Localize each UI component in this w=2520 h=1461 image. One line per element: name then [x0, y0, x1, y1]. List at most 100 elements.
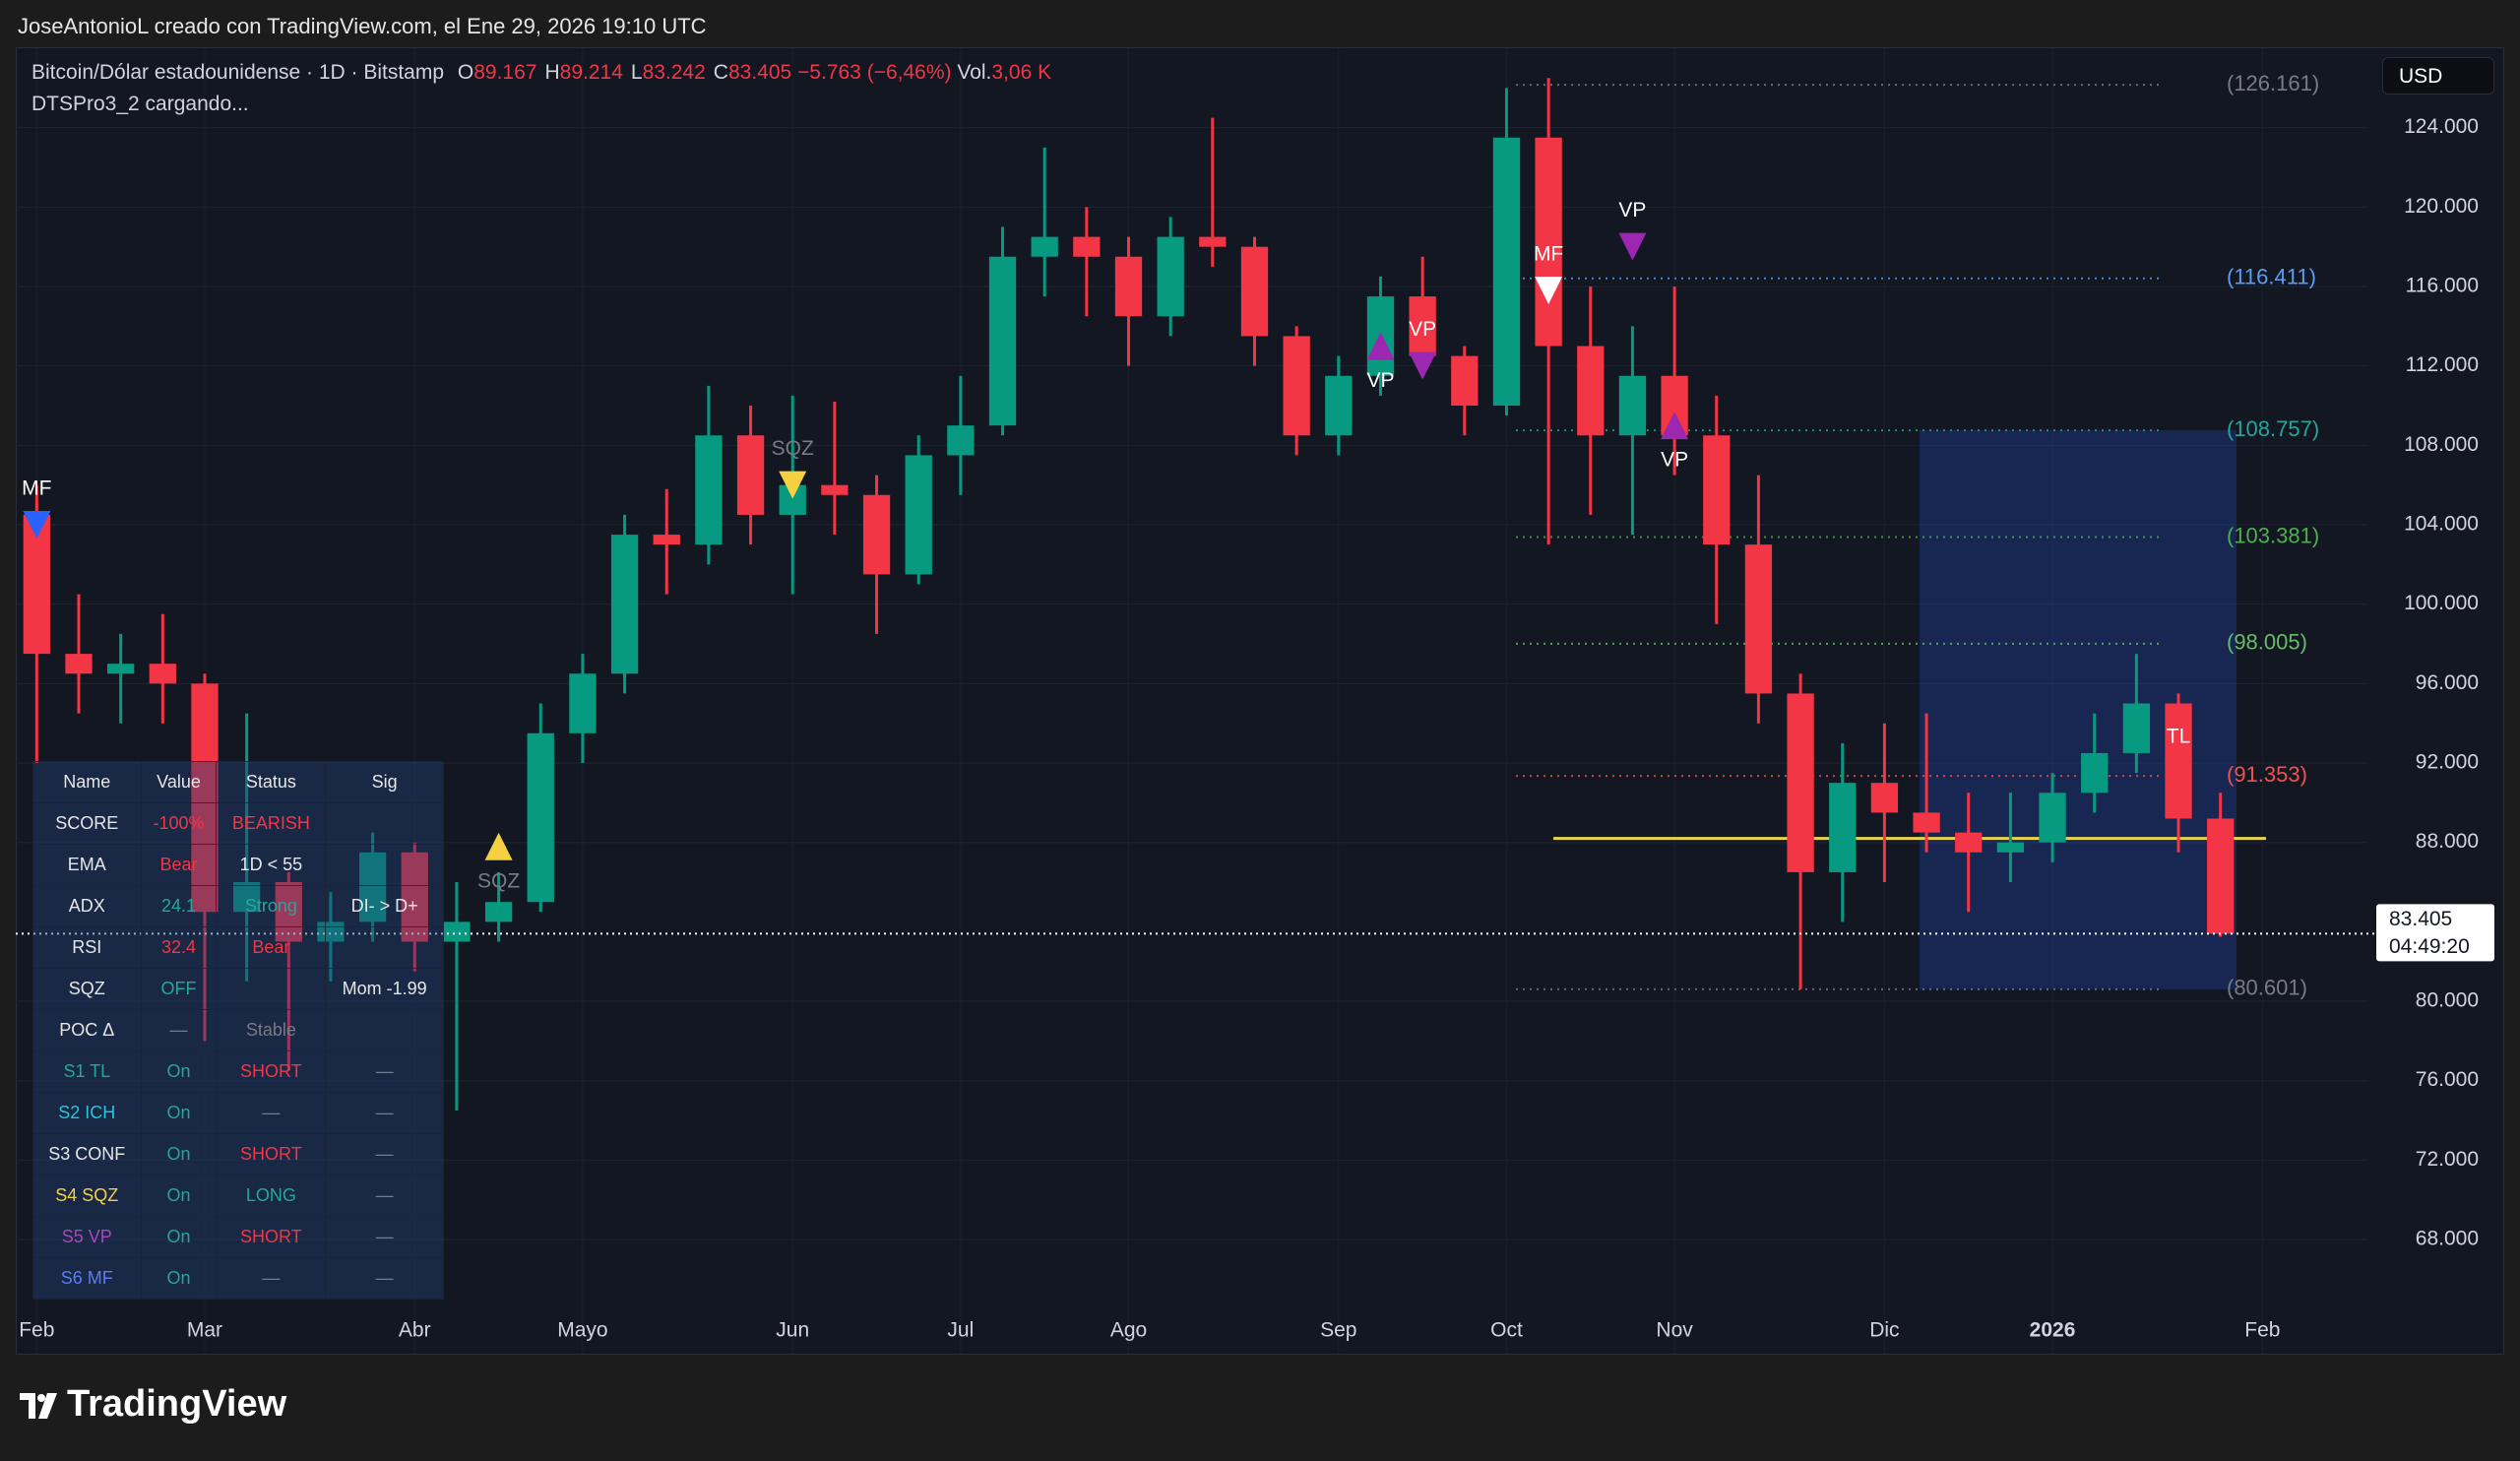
table-row: RSI 32.4 Bear — [32, 926, 444, 969]
table-cell: Mom -1.99 — [325, 968, 444, 1010]
table-cell: 24.1 — [140, 885, 218, 927]
candle-body — [947, 425, 975, 456]
table-cell: On — [140, 1175, 218, 1217]
level-label: (91.353) — [2227, 762, 2307, 787]
candle-body — [1114, 256, 1143, 317]
table-cell — [325, 802, 444, 845]
table-row: ADX 24.1 Strong DI- > D+ — [32, 885, 444, 927]
symbol-legend: Bitcoin/Dólar estadounidense · 1D · Bits… — [32, 61, 1051, 85]
table-row: S2 ICH On — — — [32, 1092, 444, 1134]
candle-body — [1451, 355, 1479, 407]
table-cell: DI- > D+ — [325, 885, 444, 927]
countdown-label: 04:49:20 — [2389, 935, 2470, 958]
ohlc-value: 83.405 — [727, 61, 792, 84]
table-cell: S5 VP — [32, 1216, 142, 1258]
table-cell: Strong — [216, 885, 327, 927]
candle-body — [821, 484, 849, 495]
y-tick-label: 104.000 — [2404, 513, 2479, 536]
candle-body — [695, 435, 723, 545]
candle-body — [65, 654, 93, 674]
marker-label: VP — [1618, 199, 1646, 222]
x-tick-label: Abr — [399, 1319, 431, 1342]
x-tick-label: Dic — [1869, 1319, 1899, 1342]
candle-body — [1492, 137, 1521, 407]
candle-body — [569, 673, 597, 733]
table-row: S1 TL On SHORT — — [32, 1050, 444, 1093]
y-tick-label: 80.000 — [2416, 989, 2479, 1012]
footer-brand: TradingView — [20, 1383, 286, 1426]
table-cell: — — [325, 1257, 444, 1300]
table-cell: On — [140, 1216, 218, 1258]
y-tick-label: 68.000 — [2416, 1228, 2479, 1250]
table-header-cell: Name — [32, 761, 142, 803]
marker-label: TL — [2167, 726, 2191, 748]
x-tick-label: Nov — [1656, 1319, 1693, 1342]
x-tick-label: 2026 — [2030, 1319, 2076, 1342]
candle-body — [653, 535, 680, 545]
brand-name: TradingView — [67, 1383, 287, 1425]
candle-body — [862, 494, 891, 575]
table-cell: SQZ — [32, 968, 142, 1010]
x-tick-label: Oct — [1490, 1319, 1523, 1342]
candle-body — [1996, 842, 2025, 853]
last-price-label: 83.405 — [2389, 908, 2452, 930]
candle-body — [443, 921, 471, 942]
level-label: (116.411) — [2227, 265, 2316, 289]
signal-marker — [2165, 759, 2193, 788]
table-cell: S3 CONF — [32, 1133, 142, 1175]
marker-label: VP — [1661, 449, 1688, 472]
table-row: EMA Bear 1D < 55 — [32, 844, 444, 886]
currency-button[interactable]: USD — [2382, 57, 2494, 95]
candle-body — [1535, 137, 1562, 347]
table-row: S3 CONF On SHORT — — [32, 1133, 444, 1175]
y-tick-label: 76.000 — [2416, 1068, 2479, 1091]
table-row: SCORE -100% BEARISH — [32, 802, 444, 845]
table-cell: S6 MF — [32, 1257, 142, 1300]
volume-key: Vol. — [957, 61, 992, 84]
x-tick-label: Sep — [1320, 1319, 1356, 1342]
candle-body — [905, 455, 932, 575]
y-tick-label: 112.000 — [2406, 353, 2479, 376]
table-cell: — — [325, 1175, 444, 1217]
table-header-cell: Sig — [325, 761, 444, 803]
table-cell: Stable — [216, 1009, 327, 1051]
table-cell: SHORT — [216, 1133, 327, 1175]
candle-body — [1913, 812, 1940, 833]
y-tick-label: 92.000 — [2416, 751, 2479, 774]
signal-marker — [23, 511, 51, 540]
table-cell: 32.4 — [140, 926, 218, 969]
y-tick-label: 120.000 — [2404, 195, 2479, 218]
table-row: S5 VP On SHORT — — [32, 1216, 444, 1258]
marker-label: SQZ — [772, 437, 814, 460]
candle-body — [1325, 375, 1353, 436]
x-tick-label: Ago — [1110, 1319, 1147, 1342]
signal-table: Name Value Status Sig SCORE -100% BEARISH EMA Be… — [32, 761, 444, 1300]
signal-marker — [1618, 232, 1647, 261]
table-cell: — — [216, 1092, 327, 1134]
candle-body — [527, 732, 554, 903]
table-cell: S4 SQZ — [32, 1175, 142, 1217]
table-cell: -100% — [140, 802, 218, 845]
x-tick-label: Jun — [776, 1319, 809, 1342]
x-tick-label: Mar — [187, 1319, 222, 1342]
table-cell: ADX — [32, 885, 142, 927]
level-label: (126.161) — [2227, 71, 2319, 95]
candle-body — [1157, 236, 1184, 317]
candle-body — [1829, 783, 1857, 872]
signal-marker — [1366, 332, 1395, 360]
table-cell: — — [325, 1092, 444, 1134]
marker-label: MF — [1534, 243, 1563, 266]
y-tick-label: 116.000 — [2406, 275, 2479, 297]
y-tick-label: 72.000 — [2416, 1148, 2479, 1171]
table-cell: Bear — [140, 844, 218, 886]
y-tick-label: 88.000 — [2416, 830, 2479, 853]
last-price-badge — [2376, 904, 2494, 962]
table-cell: LONG — [216, 1175, 327, 1217]
table-cell: On — [140, 1257, 218, 1300]
table-cell: POC Δ — [32, 1009, 142, 1051]
table-cell — [325, 1009, 444, 1051]
table-cell: On — [140, 1092, 218, 1134]
signal-marker — [779, 471, 807, 499]
table-cell: — — [325, 1216, 444, 1258]
